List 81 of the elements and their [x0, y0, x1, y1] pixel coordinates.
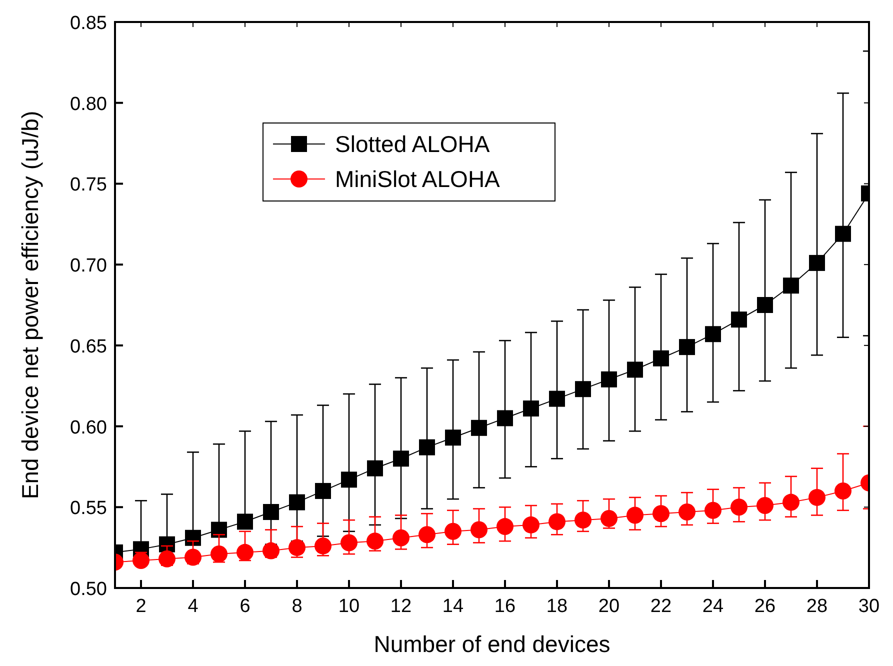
legend-label: MiniSlot ALOHA — [335, 166, 501, 192]
point — [601, 371, 617, 388]
point — [262, 542, 280, 560]
point — [757, 297, 773, 313]
point — [185, 530, 201, 546]
x-tick-label: 8 — [292, 596, 302, 617]
y-tick-label: 0.55 — [70, 498, 107, 520]
point — [340, 534, 358, 552]
point — [548, 513, 566, 530]
point — [783, 278, 799, 294]
point — [626, 506, 644, 524]
point — [808, 488, 826, 506]
y-tick-label: 0.65 — [70, 336, 107, 358]
point — [575, 381, 591, 398]
point — [653, 350, 669, 366]
point — [289, 494, 305, 510]
y-tick-label: 0.70 — [70, 256, 107, 277]
point — [444, 522, 462, 540]
x-tick-label: 12 — [390, 596, 412, 617]
point — [782, 494, 800, 511]
point — [730, 498, 748, 516]
point — [236, 544, 254, 561]
point — [210, 546, 228, 563]
point — [445, 430, 461, 446]
y-tick-label: 0.75 — [70, 174, 107, 196]
point — [678, 503, 696, 520]
point — [392, 529, 410, 546]
x-tick-label: 30 — [858, 596, 880, 617]
point — [367, 460, 383, 476]
point — [835, 226, 851, 242]
point — [471, 420, 487, 436]
point — [132, 552, 150, 570]
point — [834, 482, 852, 500]
x-tick-label: 4 — [188, 596, 199, 617]
point — [627, 362, 643, 378]
legend-label: Slotted ALOHA — [335, 131, 490, 157]
x-tick-label: 10 — [338, 596, 360, 617]
x-tick-label: 28 — [806, 596, 828, 617]
point — [549, 390, 565, 407]
point — [263, 504, 279, 520]
x-tick-label: 22 — [650, 596, 672, 617]
point — [288, 539, 306, 556]
point — [419, 439, 435, 456]
point — [496, 518, 514, 536]
point — [574, 512, 592, 529]
point — [522, 516, 540, 534]
x-tick-label: 6 — [240, 596, 250, 617]
point — [184, 548, 202, 566]
x-tick-label: 20 — [598, 596, 620, 617]
x-tick-label: 2 — [136, 596, 146, 617]
point — [731, 312, 747, 328]
point — [497, 410, 513, 426]
point — [809, 254, 825, 271]
x-axis-title: Number of end devices — [374, 631, 610, 657]
y-axis-title: End device net power efficiency (uJ/b) — [17, 110, 43, 500]
y-tick-label: 0.80 — [70, 94, 107, 115]
point — [523, 400, 539, 416]
point — [237, 514, 253, 530]
point — [652, 505, 670, 522]
point — [341, 472, 357, 488]
x-tick-label: 18 — [546, 596, 568, 617]
x-tick-label: 24 — [702, 596, 724, 617]
x-tick-label: 14 — [442, 596, 464, 617]
point — [315, 482, 331, 499]
point — [393, 450, 409, 467]
x-tick-label: 16 — [494, 596, 516, 617]
point — [366, 532, 384, 550]
point — [756, 497, 774, 514]
y-tick-label: 0.50 — [70, 579, 107, 600]
point — [211, 522, 227, 538]
x-tick-label: 26 — [754, 596, 776, 617]
y-tick-label: 0.85 — [70, 13, 107, 34]
point — [705, 326, 721, 342]
point — [158, 550, 176, 568]
point — [418, 526, 436, 544]
y-tick-label: 0.60 — [70, 417, 107, 438]
point — [314, 537, 332, 554]
point — [470, 521, 488, 538]
point — [679, 339, 695, 356]
point — [600, 510, 618, 527]
point — [704, 502, 722, 519]
